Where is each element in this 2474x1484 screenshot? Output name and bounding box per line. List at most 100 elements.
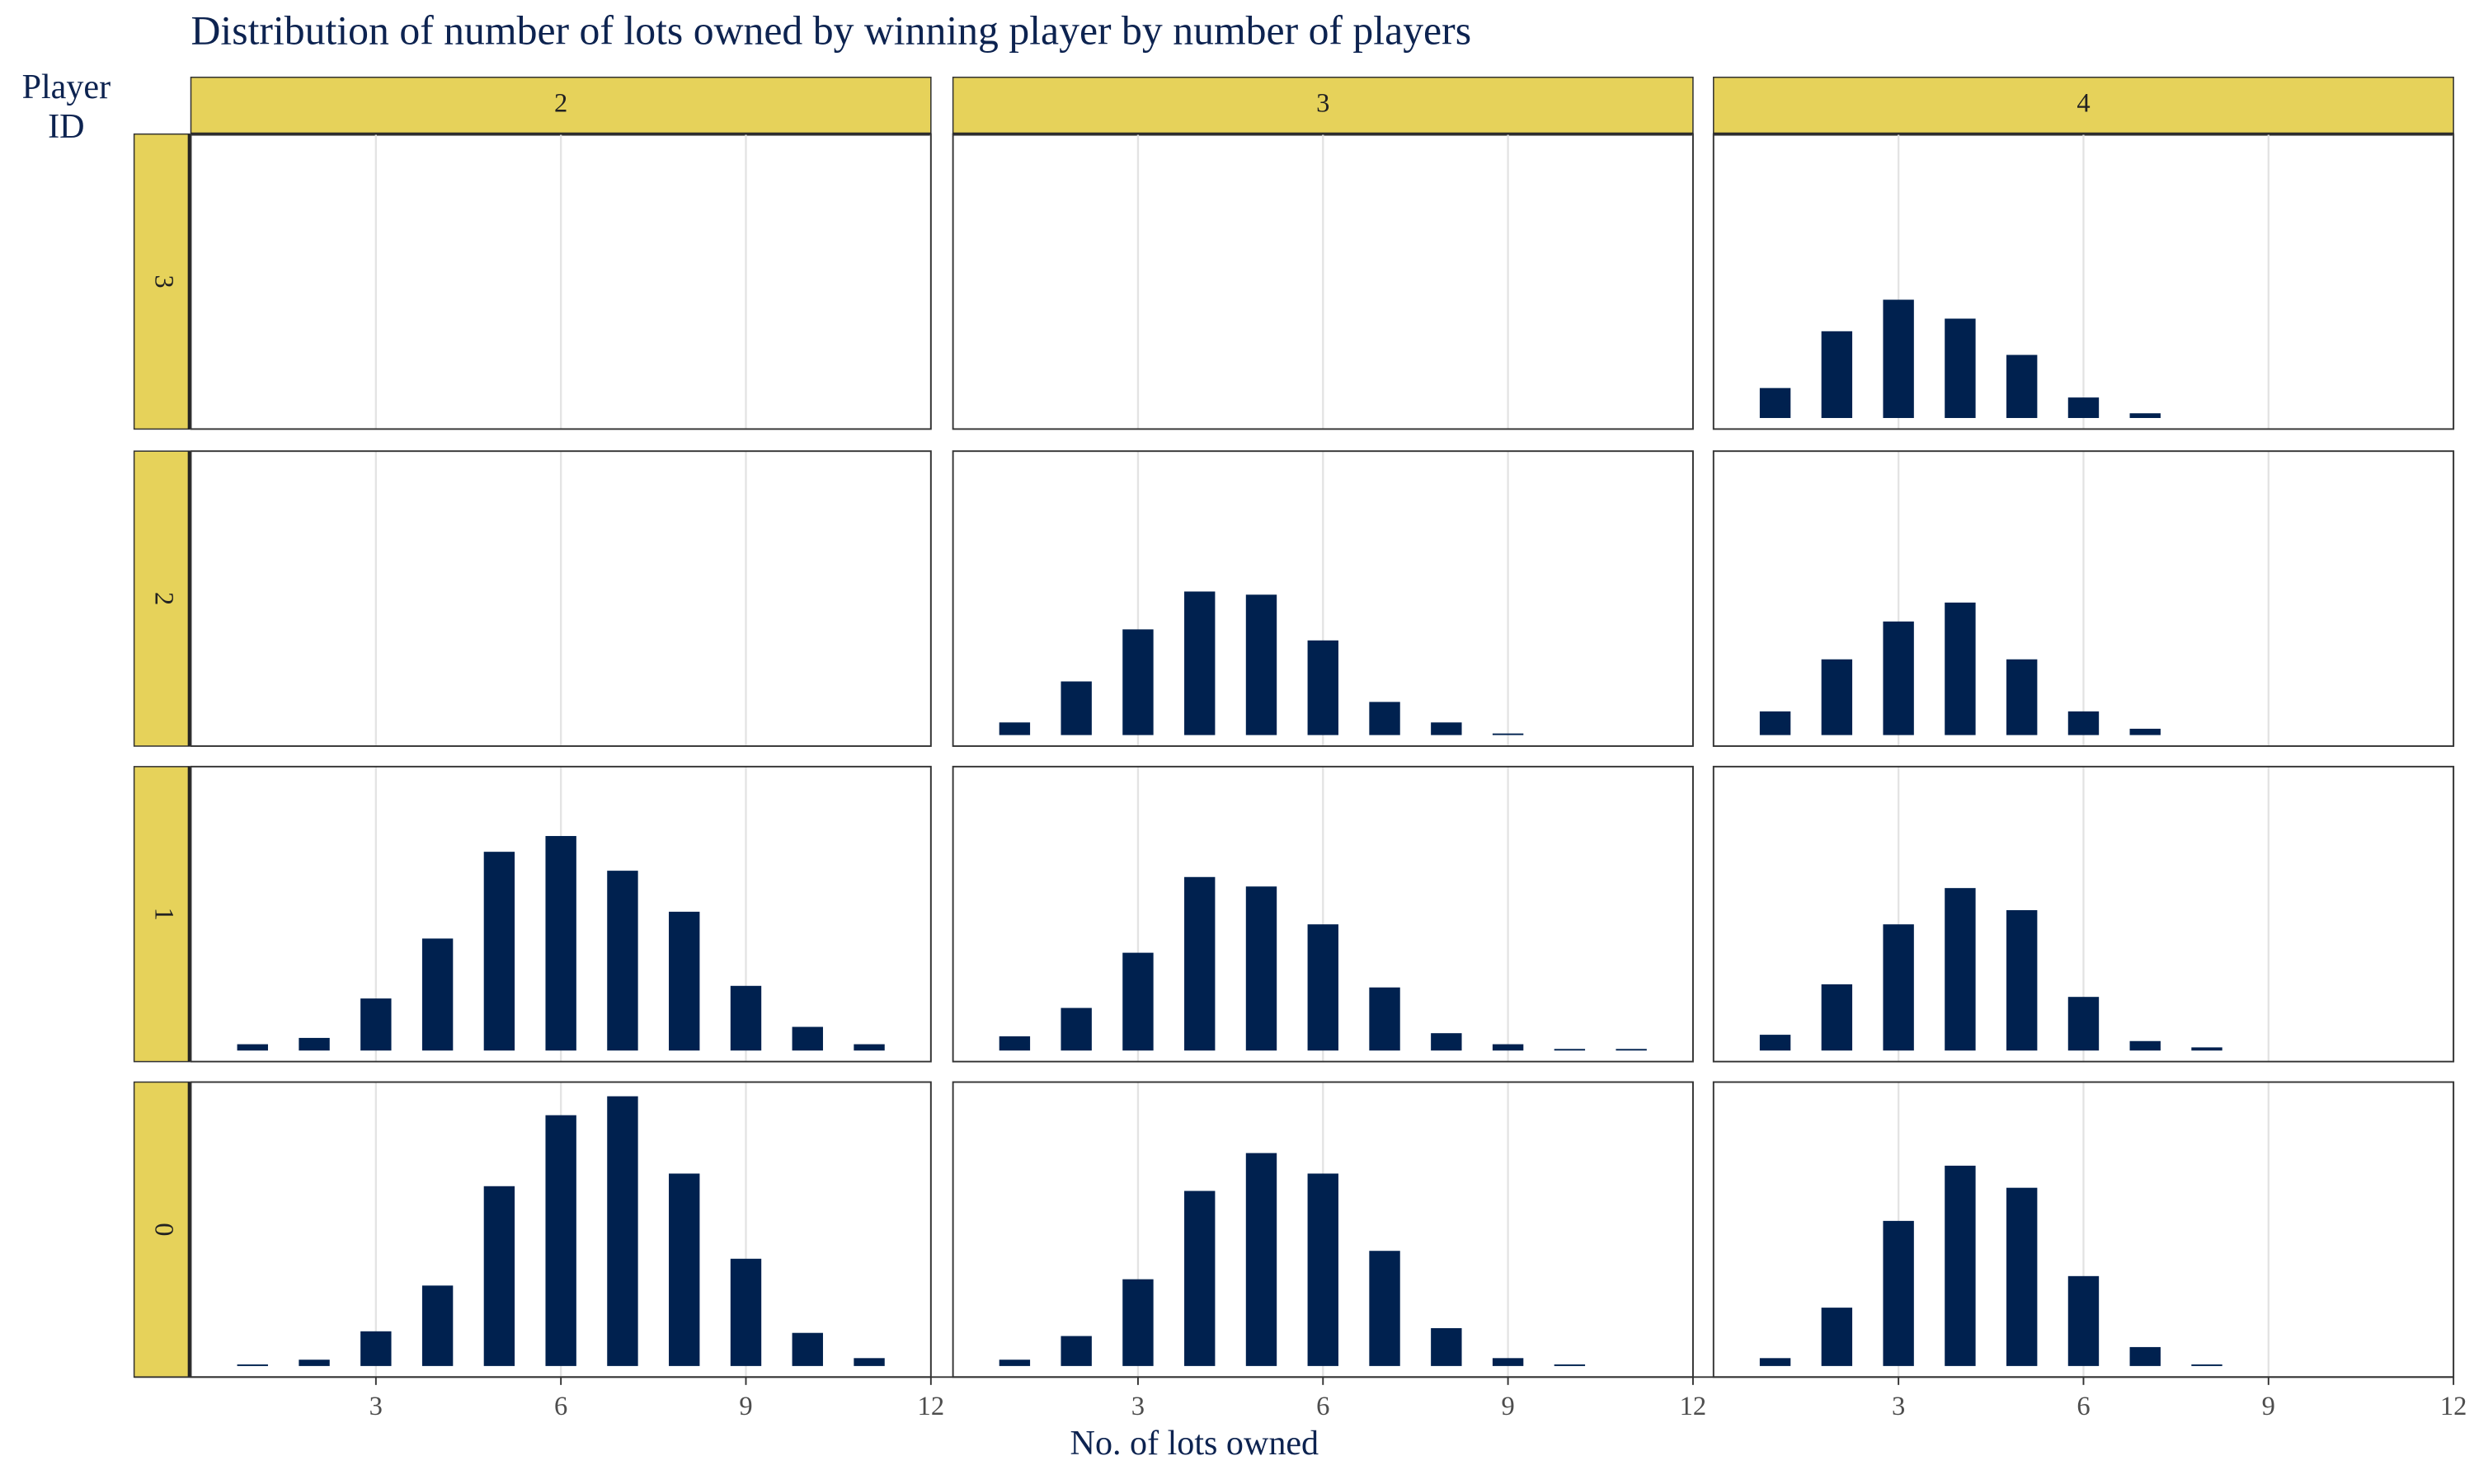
bar	[730, 985, 762, 1051]
bar	[1554, 1364, 1586, 1366]
bar	[299, 1360, 330, 1366]
row-strip	[133, 766, 190, 1063]
x-tick-label: 9	[2262, 1392, 2275, 1421]
bar	[1759, 387, 1791, 419]
bar	[1184, 1190, 1216, 1366]
x-tick-label: 12	[1680, 1392, 1707, 1421]
bar	[1821, 984, 1853, 1051]
chart-title: Distribution of number of lots owned by …	[191, 8, 1472, 54]
row-strip-label: 0	[149, 1223, 179, 1236]
bar	[1945, 1165, 1976, 1366]
bar	[1821, 331, 1853, 419]
row-strip	[133, 450, 190, 747]
panel-border	[190, 450, 932, 747]
bar	[2067, 997, 2100, 1051]
bar	[1759, 1035, 1791, 1051]
x-tick-label: 6	[1316, 1392, 1329, 1421]
bar	[2129, 413, 2161, 419]
bar	[607, 1096, 638, 1366]
bar	[1492, 1044, 1524, 1051]
bar	[2129, 728, 2161, 735]
bar	[669, 1173, 700, 1366]
bar	[999, 1360, 1031, 1366]
bar	[1184, 876, 1216, 1051]
bar	[483, 852, 515, 1051]
bar	[1554, 1049, 1586, 1051]
bar	[1945, 318, 1976, 419]
bar	[1759, 711, 1791, 735]
bar	[545, 836, 576, 1051]
bar	[1061, 1336, 1092, 1366]
bar	[854, 1044, 885, 1051]
bar	[1492, 1358, 1524, 1366]
x-tick-label: 3	[1892, 1392, 1905, 1421]
bar	[1821, 659, 1853, 735]
column-strip-label: 2	[554, 89, 567, 119]
panel-border	[1712, 450, 2455, 747]
bar	[1245, 1153, 1277, 1366]
column-strip-label: 4	[2077, 89, 2090, 119]
bar	[2006, 1187, 2038, 1366]
bar	[1945, 602, 1976, 735]
bar	[669, 911, 700, 1051]
bar	[237, 1364, 268, 1366]
bar	[483, 1186, 515, 1366]
x-tick-label: 6	[554, 1392, 567, 1421]
row-strip-label: 3	[149, 275, 179, 288]
bar	[1122, 952, 1154, 1051]
bar	[299, 1037, 330, 1051]
bar	[1122, 1279, 1154, 1366]
bar	[1369, 987, 1400, 1051]
bar	[1307, 1173, 1338, 1366]
bar	[1945, 888, 1976, 1051]
panel-border	[952, 765, 1694, 1063]
bar	[237, 1044, 268, 1051]
bar	[730, 1258, 762, 1366]
bar	[2006, 909, 2038, 1051]
bar	[1431, 1327, 1462, 1366]
bar	[999, 1036, 1031, 1051]
bar	[854, 1358, 885, 1366]
bar	[792, 1026, 823, 1051]
bar	[2006, 659, 2038, 735]
row-strip	[133, 133, 190, 430]
bar	[1759, 1358, 1791, 1366]
panel-border	[952, 133, 1694, 430]
bar	[1883, 1220, 1914, 1366]
x-tick-label: 12	[2440, 1392, 2467, 1421]
bar	[360, 1331, 392, 1366]
panel-border	[1712, 765, 2455, 1063]
bar	[2067, 397, 2100, 419]
bar	[421, 1285, 454, 1366]
panel-border	[190, 765, 932, 1063]
bar	[1245, 594, 1277, 735]
x-tick-label: 9	[1501, 1392, 1514, 1421]
bar	[1616, 1049, 1647, 1051]
x-tick-label: 6	[2077, 1392, 2090, 1421]
column-strip	[952, 76, 1694, 135]
row-strip	[133, 1081, 190, 1378]
bar	[999, 722, 1031, 735]
x-axis-label: No. of lots owned	[1070, 1424, 1319, 1463]
bar	[1307, 924, 1338, 1051]
bar	[1061, 681, 1092, 735]
bar	[607, 871, 638, 1051]
bar	[1431, 1033, 1462, 1051]
bar	[1492, 733, 1524, 735]
bar	[1883, 924, 1914, 1051]
bar	[2191, 1047, 2222, 1051]
panel-border	[952, 450, 1694, 747]
row-strip-label: 2	[149, 592, 179, 605]
row-facet-title: Player ID	[22, 68, 111, 146]
bar	[2129, 1346, 2161, 1366]
bar	[2067, 711, 2100, 735]
bar	[1061, 1007, 1092, 1051]
bar	[545, 1115, 576, 1366]
bar	[1821, 1308, 1853, 1366]
column-strip	[1713, 76, 2454, 135]
bar	[1122, 629, 1154, 735]
bar	[421, 938, 454, 1051]
